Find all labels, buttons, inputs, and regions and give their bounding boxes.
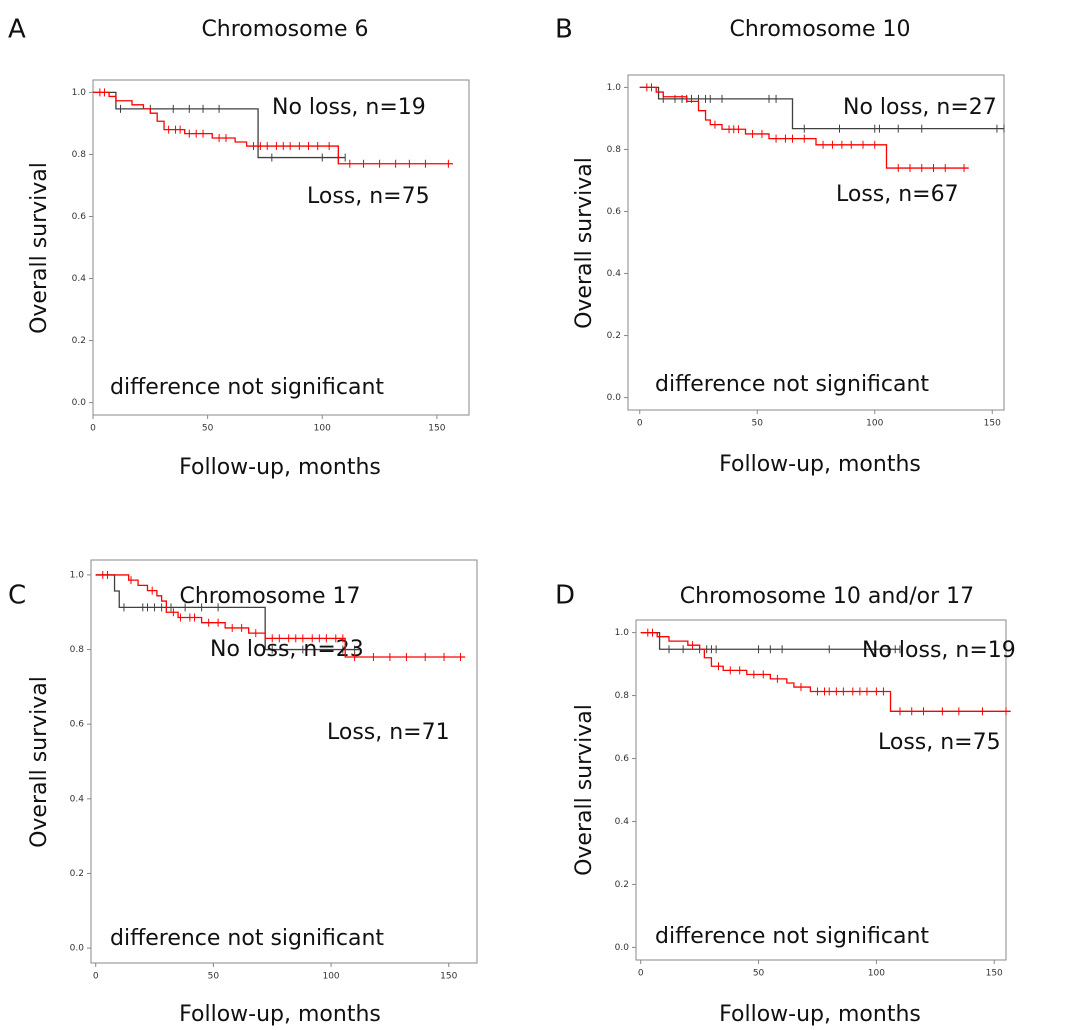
y-tick-label: 0.4 [70,794,85,804]
x-tick-label: 50 [208,972,220,982]
y-tick-label: 0.2 [72,336,86,346]
y-axis-label: Overall survival [27,162,52,334]
series-label: Loss, n=75 [878,730,1001,755]
y-tick-label: 0.0 [72,398,87,408]
x-tick-label: 150 [428,424,445,434]
survival-curve [640,631,1011,712]
x-tick-label: 0 [637,419,643,429]
y-tick-label: 0.6 [72,212,87,222]
y-tick-label: 0.6 [70,720,85,730]
chart-title: Chromosome 10 [729,17,910,42]
y-tick-label: 0.8 [72,150,87,160]
y-tick-label: 0.4 [607,269,622,279]
x-axis-label: Follow-up, months [719,452,921,477]
y-axis-label: Overall survival [572,704,597,876]
panel-letter: C [8,581,26,611]
chart-title: Chromosome 10 and/or 17 [680,584,974,609]
x-tick-label: 50 [202,424,214,434]
y-tick-label: 0.8 [607,145,622,155]
x-tick-label: 0 [93,972,99,982]
x-axis-label: Follow-up, months [719,1002,921,1027]
series-label: No loss, n=23 [210,637,364,662]
x-axis-label: Follow-up, months [179,1002,381,1027]
y-tick-label: 0.0 [615,943,630,953]
panel-letter: D [555,581,575,611]
y-tick-label: 0.0 [70,944,85,954]
plot-frame [92,79,470,416]
y-tick-label: 0.2 [607,331,621,341]
x-tick-label: 50 [752,419,764,429]
x-tick-label: 150 [984,419,1001,429]
y-tick-label: 0.8 [615,691,630,701]
y-tick-label: 1.0 [615,628,630,638]
series-label: Loss, n=67 [836,182,959,207]
x-tick-label: 100 [866,419,883,429]
y-tick-label: 0.6 [607,207,622,217]
series-label: No loss, n=27 [843,95,997,120]
survival-curve [95,574,360,651]
plot-frame [90,559,478,964]
panel-letter: A [8,15,26,45]
x-tick-label: 100 [314,424,331,434]
y-tick-label: 0.6 [615,754,630,764]
x-tick-label: 0 [90,424,96,434]
plot-frame [635,619,1007,961]
y-tick-label: 0.4 [72,274,87,284]
x-tick-label: 150 [986,969,1003,979]
y-tick-label: 1.0 [607,83,622,93]
series-label: No loss, n=19 [862,638,1016,663]
chart-title: Chromosome 17 [179,584,360,609]
survival-curve [95,574,466,658]
annotation: difference not significant [655,372,929,397]
x-tick-label: 100 [868,969,885,979]
panel-letter: B [555,15,573,45]
y-tick-label: 0.8 [70,645,85,655]
series-label: Loss, n=71 [327,720,450,745]
survival-curve [93,91,453,165]
survival-curve [93,91,346,159]
survival-curve [639,86,969,169]
series-label: No loss, n=19 [272,95,426,120]
x-axis-label: Follow-up, months [179,455,381,480]
y-axis-label: Overall survival [27,676,52,848]
annotation: difference not significant [655,924,929,949]
chart-title: Chromosome 6 [201,17,368,42]
y-tick-label: 0.2 [70,869,84,879]
series-label: Loss, n=75 [307,184,430,209]
x-tick-label: 100 [322,972,339,982]
y-tick-label: 0.4 [615,817,630,827]
y-tick-label: 0.2 [615,880,629,890]
annotation: difference not significant [110,926,384,951]
y-tick-label: 1.0 [70,570,85,580]
plot-frame [627,74,1005,411]
y-axis-label: Overall survival [572,157,597,329]
x-tick-label: 0 [638,969,644,979]
x-tick-label: 50 [753,969,765,979]
y-tick-label: 1.0 [72,88,87,98]
x-tick-label: 150 [440,972,457,982]
y-tick-label: 0.0 [607,393,622,403]
annotation: difference not significant [110,375,384,400]
